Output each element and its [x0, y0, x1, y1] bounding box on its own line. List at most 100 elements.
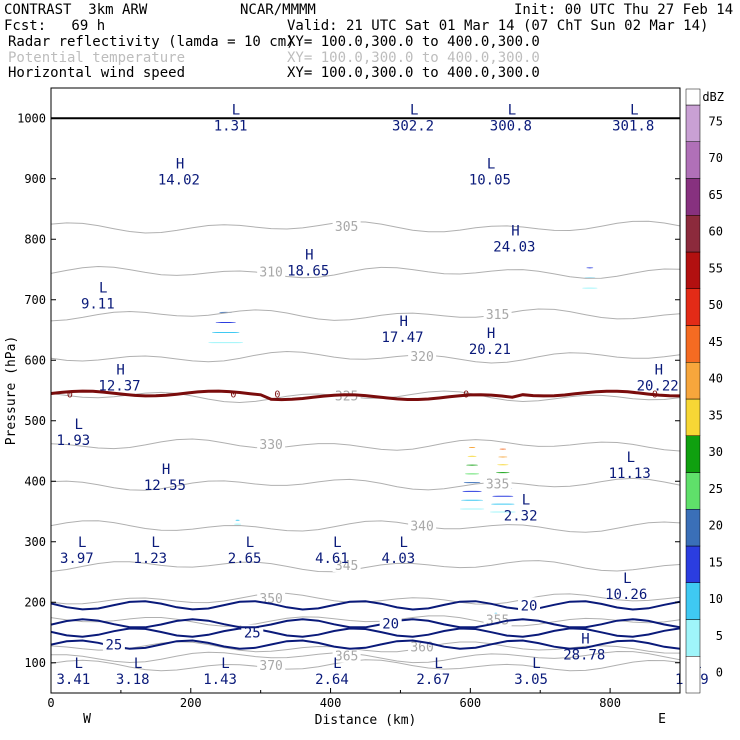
- wind-contours: 25 25 20 20: [51, 597, 680, 654]
- wind-label-20-3: 20: [521, 598, 538, 614]
- colorbar-label-45: 45: [709, 335, 723, 349]
- extremum-value-13: 4.03: [381, 551, 415, 567]
- colorbar-label-30: 30: [709, 445, 723, 459]
- extremum-type-16: L: [627, 450, 635, 466]
- theta-label-bg-335: [483, 477, 512, 491]
- colorbar-swatch-30: [685, 435, 701, 473]
- ytick-label-400: 400: [24, 474, 46, 488]
- extremum-value-23: 18.65: [287, 263, 329, 279]
- ytick-label-100: 100: [24, 656, 46, 670]
- theta-contour-310: [51, 265, 680, 279]
- theta-contour-340: [51, 520, 680, 533]
- field-xy-reflectivity: XY= 100.0,300.0 to 400.0,300.0: [287, 34, 540, 50]
- reflectivity-cell-1-level-25: [464, 473, 480, 475]
- extremum-type-28: L: [410, 102, 418, 118]
- theta-label-bg-305: [332, 220, 361, 234]
- extremum-type-18: H: [116, 362, 124, 378]
- extremum-type-29: L: [508, 102, 516, 118]
- wind-label-bg-2: [379, 615, 402, 630]
- colorbar-top: [685, 88, 701, 106]
- reflectivity-cell-1-level-40: [468, 447, 476, 449]
- freezing-level-label-1: 0: [230, 390, 236, 401]
- extremum-value-14: 2.32: [504, 508, 538, 524]
- extremum-type-20: H: [487, 326, 495, 342]
- colorbar-label-60: 60: [709, 225, 723, 239]
- theta-label-310: 310: [259, 266, 282, 281]
- extremum-value-30: 301.8: [612, 118, 654, 134]
- extremum-value-11: 2.65: [228, 551, 262, 567]
- wind-label-25-1: 25: [244, 626, 261, 642]
- theta-label-bg-320: [408, 350, 437, 364]
- reflectivity-cells: [208, 267, 598, 616]
- freezing-level-line: [51, 389, 680, 402]
- x-end-left: W: [83, 712, 91, 727]
- extremum-type-5: L: [532, 656, 540, 672]
- extremum-type-19: H: [655, 362, 663, 378]
- plot-area: [51, 88, 680, 693]
- extremum-value-26: 10.05: [469, 173, 511, 189]
- freezing-level-label-3: 0: [463, 390, 469, 401]
- ytick-label-1000: 1000: [17, 111, 46, 125]
- reflectivity-cell-1-level-20: [463, 482, 481, 484]
- reflectivity-cell-2-level-5: [489, 511, 516, 513]
- colorbar-swatch-15: [685, 545, 701, 583]
- theta-label-bg-310: [257, 265, 286, 279]
- theta-label-bg-355: [483, 613, 512, 627]
- ytick-label-200: 200: [24, 595, 46, 609]
- extremum-type-13: L: [399, 535, 407, 551]
- theta-label-315: 315: [486, 308, 509, 323]
- colorbar-label-70: 70: [709, 151, 723, 165]
- ytick-label-500: 500: [24, 414, 46, 428]
- theta-contour-355: [51, 615, 680, 627]
- theta-label-345: 345: [335, 559, 358, 574]
- reflectivity-cell-0-level-5: [208, 342, 244, 344]
- colorbar-swatch-75: [685, 104, 701, 142]
- extremum-value-4: 2.67: [416, 672, 450, 688]
- extremum-value-25: 14.02: [158, 173, 200, 189]
- extremum-value-0: 3.41: [56, 672, 90, 688]
- colorbar-label-10: 10: [709, 592, 723, 606]
- colorbar-swatch-65: [685, 178, 701, 216]
- extremum-type-22: L: [99, 281, 107, 297]
- theta-contour-305: [51, 220, 680, 234]
- colorbar-label-15: 15: [709, 555, 723, 569]
- reflectivity-cell-2-level-40: [498, 456, 508, 458]
- extremum-value-5: 3.05: [514, 672, 548, 688]
- extremum-type-11: L: [246, 535, 254, 551]
- reflectivity-cell-4-level-5: [234, 523, 242, 525]
- ytick-label-700: 700: [24, 293, 46, 307]
- colorbar-swatch-70: [685, 141, 701, 179]
- theta-label-bg-370: [257, 658, 286, 672]
- theta-contour-370: [51, 659, 680, 672]
- theta-label-370: 370: [259, 659, 282, 674]
- xtick-label-200: 200: [180, 696, 202, 710]
- theta-label-bg-315: [483, 307, 512, 321]
- xtick-label-800: 800: [599, 696, 621, 710]
- colorbar-label-35: 35: [709, 408, 723, 422]
- wind-label-bg-0: [102, 636, 125, 651]
- xtick-label-600: 600: [459, 696, 481, 710]
- extremum-type-25: H: [176, 157, 184, 173]
- reflectivity-cell-3-level-5: [582, 287, 598, 289]
- theta-label-bg-345: [332, 558, 361, 572]
- colorbar-swatch-10: [685, 582, 701, 620]
- extremum-type-7: H: [581, 632, 589, 648]
- forecast-hour: Fcst: 69 h: [4, 18, 106, 34]
- theta-label-340: 340: [410, 520, 433, 535]
- plot-background: [51, 88, 680, 693]
- reflectivity-cell-1-level-15: [462, 490, 482, 492]
- field-xy-theta: XY= 100.0,300.0 to 400.0,300.0: [287, 50, 540, 66]
- extremum-type-23: H: [305, 247, 313, 263]
- xtick-label-0: 0: [47, 696, 54, 710]
- freezing-level-label-4: 0: [652, 390, 658, 401]
- colorbar-swatch-45: [685, 325, 701, 363]
- extremum-type-27: L: [232, 102, 240, 118]
- wind-label-25-0: 25: [105, 638, 122, 654]
- extremum-type-15: H: [162, 462, 170, 478]
- extremum-type-24: H: [511, 223, 519, 239]
- extremum-type-10: L: [151, 535, 159, 551]
- reflectivity-cell-1-level-30: [466, 464, 478, 466]
- colorbar-label-25: 25: [709, 482, 723, 496]
